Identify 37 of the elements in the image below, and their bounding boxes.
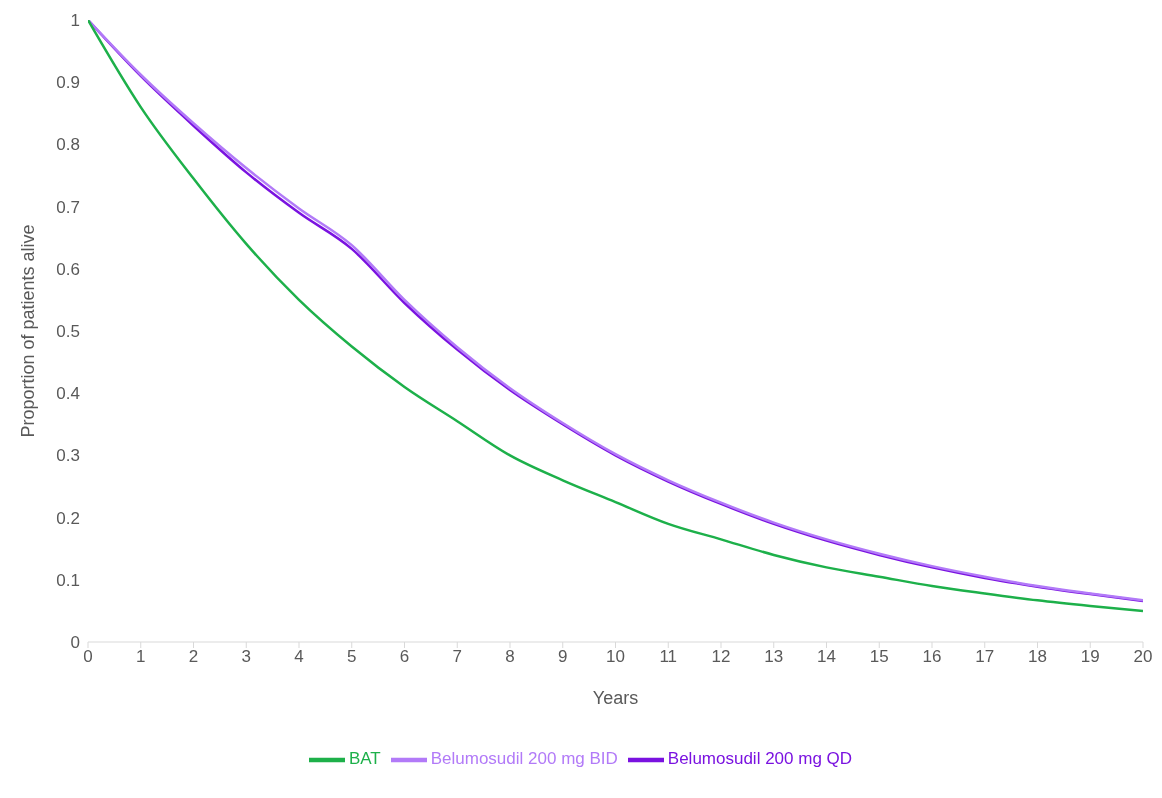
x-tick-label: 13 [764, 647, 784, 667]
legend-label: BAT [348, 749, 381, 769]
x-tick-label: 19 [1080, 647, 1100, 667]
x-tick-label: 15 [869, 647, 889, 667]
y-tick-label: 0 [70, 633, 80, 653]
x-tick-label: 18 [1028, 647, 1047, 667]
x-tick-label: 16 [922, 647, 942, 667]
x-tick-label: 3 [241, 647, 251, 667]
x-tick-label: 8 [505, 647, 515, 667]
y-tick-label: 0.6 [56, 259, 80, 279]
x-tick-label: 4 [294, 647, 304, 667]
y-tick-label: 0.4 [56, 384, 80, 404]
x-tick-label: 9 [558, 647, 568, 667]
x-tick-label: 0 [83, 647, 93, 667]
y-tick-label: 0.5 [56, 322, 80, 342]
x-tick-label: 20 [1133, 647, 1153, 667]
y-tick-label: 1 [70, 11, 80, 31]
y-tick-label: 0.2 [56, 508, 80, 528]
x-tick-label: 5 [347, 647, 357, 667]
x-tick-label: 12 [711, 647, 731, 667]
y-tick-label: 0.3 [56, 446, 80, 466]
x-tick-label: 11 [659, 647, 678, 667]
legend-label: Belumosudil 200 mg QD [667, 749, 853, 769]
y-tick-label: 0.9 [56, 73, 80, 93]
x-tick-label: 7 [452, 647, 462, 667]
y-tick-label: 0.1 [56, 570, 80, 590]
x-tick-label: 1 [136, 647, 146, 667]
legend-label: Belumosudil 200 mg BID [430, 749, 618, 769]
x-tick-label: 10 [606, 647, 625, 667]
x-tick-label: 6 [399, 647, 410, 667]
y-axis-title: Proportion of patients alive [18, 224, 39, 438]
y-tick-label: 0.7 [56, 197, 80, 217]
x-tick-label: 14 [817, 647, 836, 667]
x-tick-label: 17 [975, 647, 995, 667]
x-axis-title: Years [592, 688, 639, 708]
x-tick-label: 2 [188, 647, 199, 667]
y-tick-label: 0.8 [56, 135, 80, 155]
